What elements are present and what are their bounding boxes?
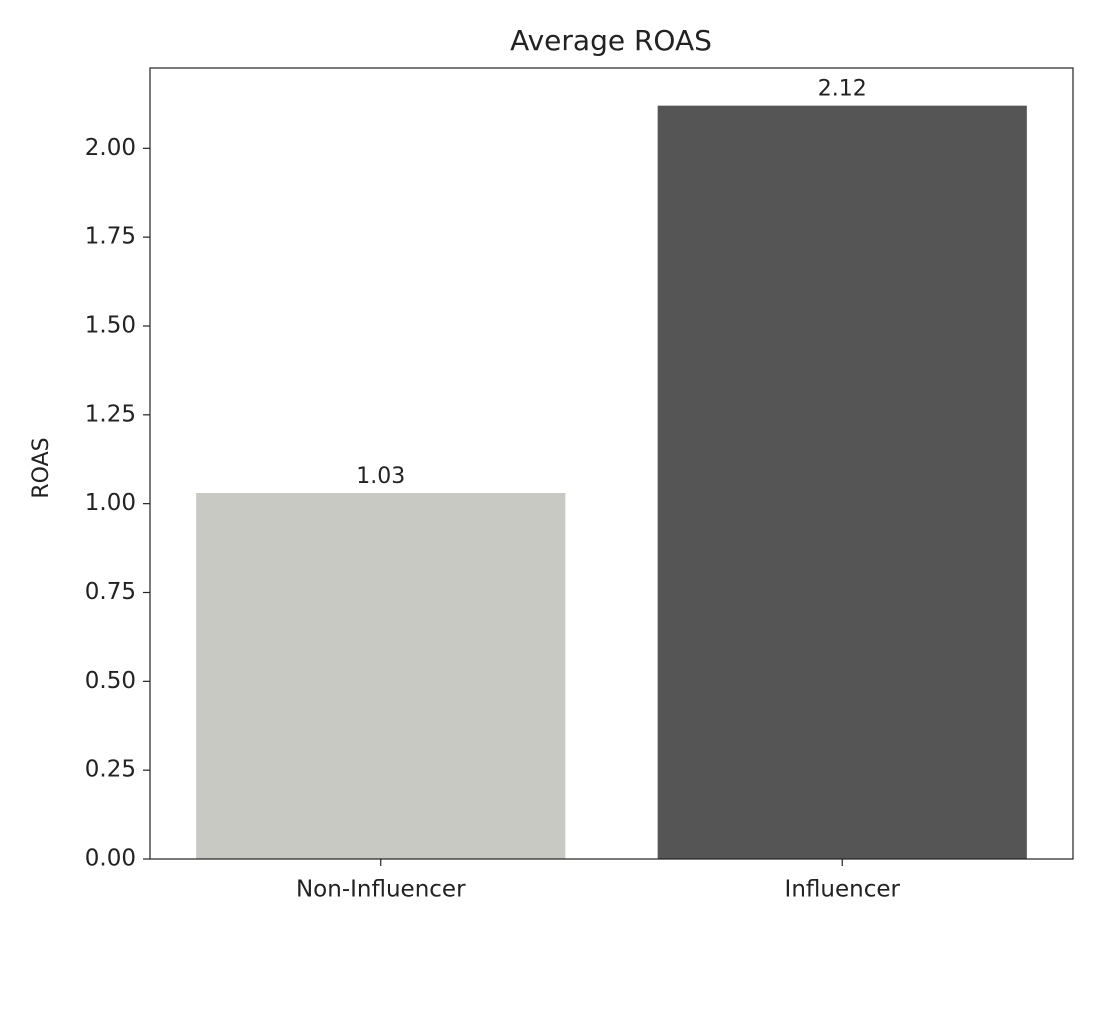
data-label: 2.12 [818,77,867,102]
y-tick-label: 1.75 [85,224,136,250]
y-axis-label: ROAS [29,437,54,498]
plot-frame [149,67,1074,860]
data-label: 1.03 [356,464,405,489]
y-tick-label: 1.00 [85,490,136,516]
bar [196,492,566,859]
y-tick-label: 0.25 [85,757,136,783]
y-tick-label: 1.50 [85,312,136,338]
y-tick-label: 0.75 [85,579,136,605]
chart-title: Average ROAS [510,24,712,57]
x-tick-label: Influencer [785,877,901,903]
y-tick-label: 0.00 [85,846,136,872]
y-tick-label: 1.25 [85,401,136,427]
y-tick-label: 0.50 [85,668,136,694]
x-tick-label: Non-Influencer [296,877,466,903]
y-tick-label: 2.00 [85,135,136,161]
bar [657,105,1027,859]
